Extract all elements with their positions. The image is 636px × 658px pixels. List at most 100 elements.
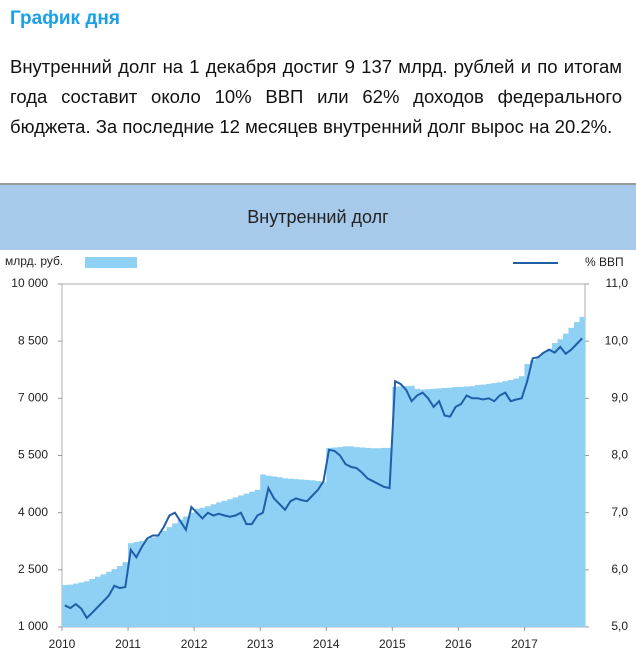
debt-bar [205, 506, 211, 627]
debt-bar [463, 386, 470, 627]
header-title: График дня [10, 8, 120, 29]
debt-bar [117, 566, 123, 627]
debt-bar [276, 477, 283, 627]
debt-bar [84, 581, 90, 627]
debt-bar [474, 384, 481, 627]
debt-bar [397, 386, 404, 627]
debt-bar [518, 376, 525, 627]
debt-bar [540, 352, 547, 627]
debt-bar [315, 481, 322, 627]
debt-bar [458, 386, 465, 627]
debt-bar [469, 386, 476, 627]
debt-bar [172, 523, 178, 627]
debt-bar [166, 527, 173, 627]
debt-bar [271, 476, 278, 627]
debt-bar [122, 562, 129, 627]
x-tick-label: 2015 [379, 637, 406, 651]
debt-bar [238, 495, 244, 627]
y2-tick-label: 5,0 [611, 619, 628, 633]
debt-bar [386, 447, 393, 627]
legend-swatch [85, 257, 137, 268]
debt-bar [447, 387, 454, 627]
y-tick-label: 5 500 [18, 448, 48, 462]
debt-bar [348, 446, 355, 627]
debt-bar [573, 322, 580, 627]
y2-tick-label: 11,0 [606, 276, 629, 290]
debt-bar [95, 576, 101, 627]
debt-bar [535, 356, 542, 627]
debt-bar [425, 389, 432, 627]
debt-bar [249, 491, 255, 627]
debt-bar [177, 519, 184, 627]
debt-bar [562, 333, 569, 627]
debt-bar [403, 386, 410, 627]
legend-label: млрд. руб. [5, 254, 63, 268]
debt-bar [320, 482, 327, 627]
debt-bar [293, 479, 300, 627]
debt-bar [194, 508, 200, 627]
debt-bar [491, 383, 498, 627]
debt-bar [78, 582, 85, 627]
debt-bar [452, 386, 459, 627]
y2-tick-label: 7,0 [611, 505, 628, 519]
x-tick-label: 2011 [115, 637, 141, 651]
legend-label: % ВВП [585, 255, 624, 269]
debt-bar [298, 479, 305, 627]
debt-bar [89, 578, 96, 627]
debt-bar [496, 382, 503, 627]
debt-bar [309, 480, 316, 627]
debt-bar [480, 384, 487, 627]
debt-bar [243, 493, 250, 627]
y-tick-label: 8 500 [18, 333, 48, 347]
debt-bar [133, 542, 140, 627]
debt-bar [111, 569, 118, 627]
debt-bar [139, 540, 145, 627]
debt-bar [513, 378, 520, 627]
debt-bar [254, 489, 261, 627]
x-tick-label: 2014 [313, 637, 340, 651]
debt-bar [551, 343, 558, 627]
debt-bar [524, 364, 531, 627]
debt-bar [282, 478, 289, 627]
debt-bar [260, 474, 266, 627]
debt-bar [507, 380, 514, 627]
debt-bar [265, 475, 272, 627]
debt-bar [430, 388, 437, 627]
y2-tick-label: 6,0 [611, 562, 628, 576]
debt-bar [188, 512, 195, 627]
debt-bar [161, 530, 167, 627]
debt-bar [408, 385, 415, 627]
debt-bar [419, 389, 426, 627]
debt-bar [210, 504, 217, 627]
y-tick-label: 2 500 [18, 562, 48, 576]
debt-bar [441, 388, 448, 627]
debt-bar [337, 447, 344, 627]
ratio-line [64, 337, 583, 620]
y2-tick-label: 9,0 [611, 391, 628, 405]
debt-bar [216, 502, 222, 627]
y-tick-label: 7 000 [18, 391, 48, 405]
chart-title: Внутренний долг [247, 207, 389, 227]
debt-bar [227, 499, 233, 627]
debt-bar [183, 516, 189, 627]
debt-bar [67, 584, 74, 627]
debt-bar [150, 537, 156, 627]
y-tick-label: 1 000 [18, 619, 48, 633]
debt-bar [502, 381, 509, 627]
debt-bar [199, 507, 206, 627]
debt-bar [326, 447, 333, 627]
x-tick-label: 2013 [247, 637, 274, 651]
debt-bar [331, 447, 338, 627]
debt-bar [375, 448, 382, 627]
debt-bar [232, 497, 239, 627]
debt-bar [414, 388, 421, 627]
x-tick-label: 2017 [511, 637, 538, 651]
debt-bar [359, 447, 366, 627]
x-tick-label: 2012 [181, 637, 208, 651]
debt-bar [370, 448, 377, 627]
debt-bar [353, 447, 360, 627]
y2-tick-label: 10,0 [605, 333, 629, 347]
debt-bar [364, 447, 371, 627]
